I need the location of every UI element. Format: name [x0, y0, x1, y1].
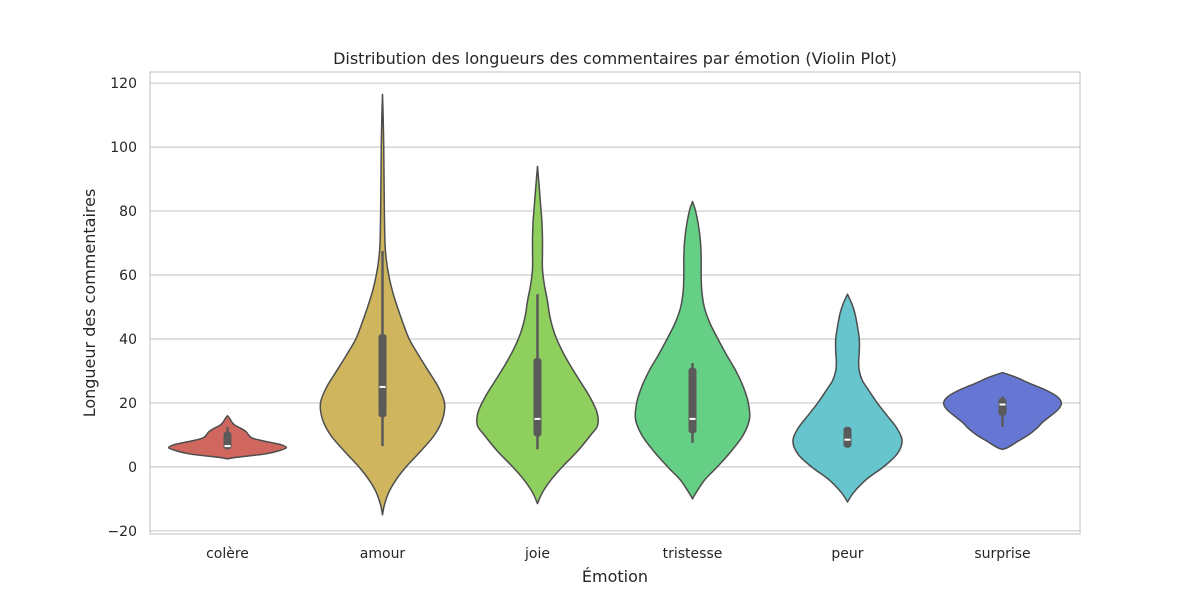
- x-tick-label: surprise: [974, 546, 1030, 562]
- violin-body: [634, 200, 751, 500]
- violin-iqr-box: [533, 358, 542, 437]
- violin-iqr-box: [688, 367, 697, 434]
- y-tick-labels: −20 0 20 40 60 80 100 120: [107, 76, 137, 540]
- plot-frame: [149, 71, 1081, 535]
- violin-body: [792, 293, 903, 503]
- x-tick-label: colère: [206, 546, 249, 562]
- y-tick-label: 120: [110, 76, 137, 92]
- violin-tristesse: [634, 200, 751, 500]
- violins: [167, 93, 1063, 516]
- y-tick-label: 60: [119, 268, 137, 284]
- y-tick-label: 80: [119, 204, 137, 220]
- violin-iqr-box: [998, 398, 1007, 416]
- y-axis-label: Longueur des commentaires: [80, 189, 99, 418]
- grid-lines: [150, 82, 1080, 532]
- x-tick-labels: colère amour joie tristesse peur surprise: [206, 546, 1031, 562]
- y-tick-label: −20: [107, 524, 137, 540]
- x-tick-label: tristesse: [663, 546, 723, 562]
- y-tick-label: 20: [119, 396, 137, 412]
- chart-title: Distribution des longueurs des commentai…: [333, 49, 897, 68]
- violin-peur: [792, 293, 903, 503]
- violin-joie: [476, 165, 599, 505]
- x-tick-label: amour: [360, 546, 406, 562]
- violin-amour: [319, 93, 446, 516]
- x-tick-label: joie: [524, 546, 550, 562]
- x-axis-label: Émotion: [582, 567, 648, 586]
- violin-surprise: [942, 371, 1063, 451]
- y-tick-label: 100: [110, 140, 137, 156]
- violin-iqr-box: [843, 426, 852, 448]
- x-tick-label: peur: [831, 546, 863, 562]
- y-tick-label: 40: [119, 332, 137, 348]
- violin-iqr-box: [223, 431, 232, 450]
- violin-iqr-box: [378, 334, 387, 418]
- violin-colère: [167, 414, 288, 460]
- y-tick-label: 0: [128, 460, 137, 476]
